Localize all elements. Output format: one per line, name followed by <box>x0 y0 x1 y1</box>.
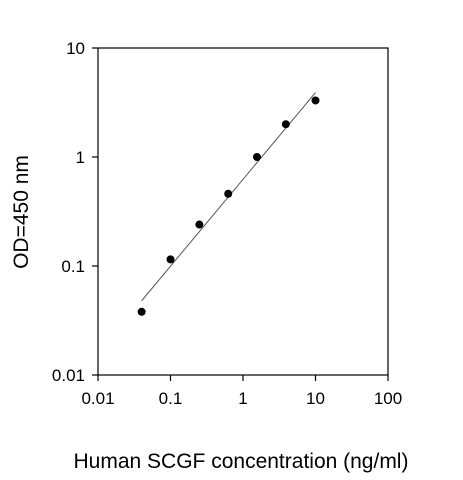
x-tick-label: 1 <box>238 389 247 408</box>
x-tick-label: 10 <box>306 389 325 408</box>
y-tick-label: 0.1 <box>61 257 85 276</box>
data-point <box>281 120 290 129</box>
x-tick-label: 0.1 <box>159 389 183 408</box>
x-axis-title: Human SCGF concentration (ng/ml) <box>74 450 409 473</box>
data-point <box>253 153 262 161</box>
plot-frame <box>97 47 389 376</box>
y-axis-ticks: 0.01 0.1 1 10 <box>52 39 98 385</box>
data-point <box>166 255 175 264</box>
data-point <box>311 96 320 105</box>
x-axis-ticks: 0.01 0.1 1 10 100 <box>81 375 402 408</box>
x-tick-label: 0.01 <box>81 389 114 408</box>
y-axis-title: OD=450 nm <box>10 155 33 269</box>
data-point <box>137 307 146 316</box>
chart-axes <box>97 47 389 376</box>
x-tick-label: 100 <box>374 389 402 408</box>
data-point <box>195 220 204 229</box>
data-point <box>224 189 233 198</box>
y-tick-label: 10 <box>66 39 85 58</box>
y-tick-label: 0.01 <box>52 366 85 385</box>
y-tick-label: 1 <box>76 148 85 167</box>
data-points-layer <box>137 96 320 316</box>
